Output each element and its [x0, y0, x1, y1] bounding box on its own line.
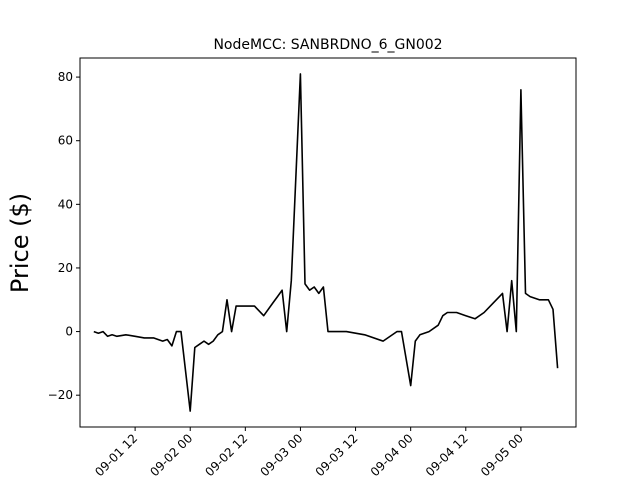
- y-tick-label: 40: [58, 197, 73, 211]
- axes-frame: [79, 57, 577, 428]
- y-tick-label: −20: [48, 388, 73, 402]
- y-axis-label: Price ($): [6, 193, 34, 293]
- y-tick-label: 80: [58, 70, 73, 84]
- plot-area: [93, 73, 559, 412]
- y-axis-ticks: −20 0 20 40 60 80: [48, 70, 80, 402]
- chart-title: NodeMCC: SANBRDNO_6_GN002: [213, 37, 442, 53]
- y-tick-label: 20: [58, 261, 73, 275]
- y-tick-label: 60: [58, 134, 73, 148]
- price-series-line: [93, 73, 559, 412]
- y-tick-label: 0: [65, 325, 73, 339]
